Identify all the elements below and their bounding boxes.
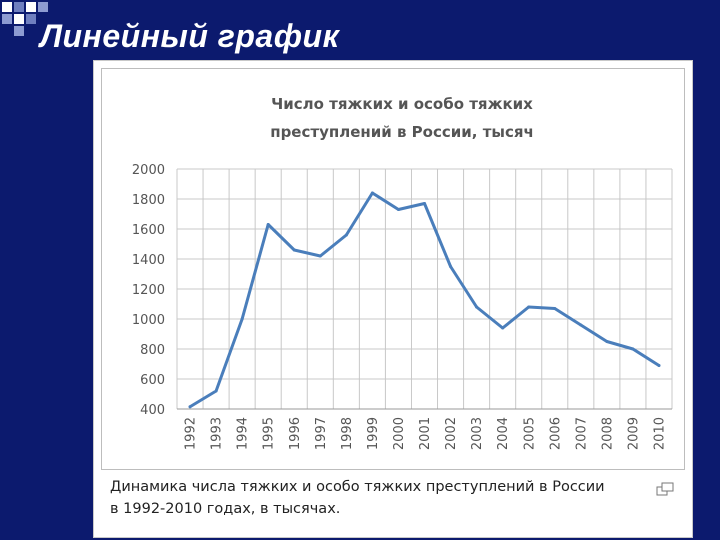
series-line <box>188 191 661 409</box>
chart-title-line-2: преступлений в России, тысяч <box>270 123 534 141</box>
y-tick-label: 1400 <box>132 253 165 268</box>
chart-area: Число тяжких и особо тяжких преступлений… <box>101 68 685 470</box>
y-tick-label: 1200 <box>132 283 165 298</box>
y-tick-label: 1000 <box>132 313 165 328</box>
slide-title: Линейный график <box>40 18 340 54</box>
enlarge-icon[interactable] <box>656 482 674 496</box>
y-tick-label: 400 <box>140 403 165 418</box>
x-tick-label: 2010 <box>653 417 668 450</box>
x-tick-label: 2005 <box>522 417 537 450</box>
data-point <box>370 191 374 195</box>
x-tick-label: 2007 <box>574 417 589 450</box>
data-point <box>318 254 322 258</box>
x-tick-label: 1997 <box>314 417 329 450</box>
data-point <box>240 317 244 321</box>
y-tick-label: 1800 <box>132 193 165 208</box>
x-tick-label: 1996 <box>288 417 303 450</box>
caption-line-1: Динамика числа тяжких и особо тяжких пре… <box>110 479 605 495</box>
corner-decoration <box>2 2 48 36</box>
x-tick-label: 1993 <box>210 417 225 450</box>
x-tick-label: 2003 <box>470 417 485 450</box>
data-point <box>657 364 661 367</box>
x-tick-label: 2000 <box>392 417 407 450</box>
chart-frame: Число тяжких и особо тяжких преступлений… <box>93 60 693 538</box>
x-tick-label: 2006 <box>548 417 563 450</box>
line-chart: Число тяжких и особо тяжких преступлений… <box>132 95 673 450</box>
data-point <box>553 307 557 310</box>
x-tick-label: 2001 <box>418 417 433 450</box>
data-point <box>188 405 192 409</box>
data-point <box>292 248 296 252</box>
chart-title-line-1: Число тяжких и особо тяжких <box>271 95 533 113</box>
data-point <box>527 305 531 309</box>
y-tick-label: 600 <box>140 373 165 388</box>
caption-line-2: в 1992-2010 годах, в тысячах. <box>110 501 341 517</box>
data-point <box>475 305 479 309</box>
y-axis: 400 600 800 1000 1200 1400 1600 1800 2000 <box>132 163 165 418</box>
x-tick-label: 1998 <box>340 417 355 450</box>
data-point <box>579 323 583 327</box>
data-point <box>214 389 218 393</box>
gridlines <box>176 168 673 410</box>
series <box>188 191 661 409</box>
data-point <box>631 347 635 351</box>
data-point <box>266 223 270 226</box>
figure-caption: Динамика числа тяжких и особо тяжких пре… <box>110 476 670 520</box>
x-tick-label: 1999 <box>366 417 381 450</box>
x-tick-label: 2009 <box>626 417 641 450</box>
data-point <box>605 340 609 343</box>
y-tick-label: 800 <box>140 343 165 358</box>
x-axis: 1992 1993 1994 1995 1996 1997 1998 1999 2000 2001… <box>177 408 672 450</box>
x-tick-label: 1995 <box>262 417 277 450</box>
x-tick-label: 2004 <box>496 417 511 450</box>
x-tick-label: 1992 <box>184 417 199 450</box>
x-tick-label: 1994 <box>236 417 251 450</box>
data-point <box>449 265 453 268</box>
y-tick-label: 2000 <box>132 163 165 178</box>
x-tick-label: 2002 <box>444 417 459 450</box>
x-tick-label: 2008 <box>600 417 615 450</box>
data-point <box>423 202 426 205</box>
data-point <box>501 326 505 330</box>
y-tick-label: 1600 <box>132 223 165 238</box>
data-point <box>344 233 348 237</box>
data-point <box>396 208 400 211</box>
